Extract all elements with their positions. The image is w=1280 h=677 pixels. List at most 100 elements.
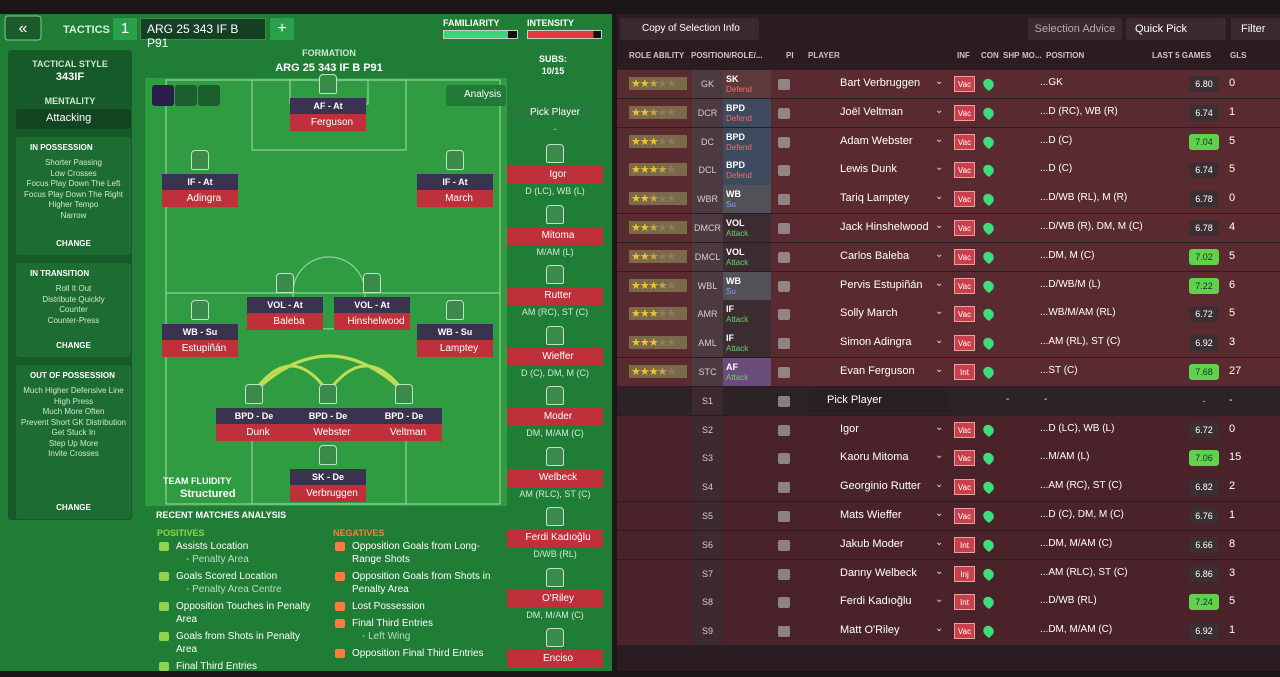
pick-player[interactable]: Pick Player (507, 104, 603, 122)
player-role[interactable]: VOL - At (247, 297, 323, 313)
player-name[interactable]: Lewis Dunk (840, 163, 897, 176)
sub-name[interactable]: Igor (507, 166, 603, 184)
player-row[interactable]: S8 Ferdi Kadıoğlu ⌄ Int ...D/WB (RL) 7.24 5 (617, 588, 1280, 617)
player-role[interactable]: IF - At (417, 174, 493, 190)
player-row[interactable]: ★★★★★ DMCR VOL Attack Jack Hinshelwood ⌄ Vac..… (617, 214, 1280, 243)
role-cell[interactable]: BPD Defend (723, 98, 771, 128)
player-role[interactable]: BPD - De (216, 408, 292, 424)
player-name[interactable]: Verbruggen (290, 485, 366, 502)
player-row[interactable]: ★★★★★ AMR IF Attack Solly March ⌄ Vac ...WB/M/A… (617, 300, 1280, 329)
column-header[interactable]: ROLE ABILITY (629, 51, 685, 60)
player-row[interactable]: S4 Georginio Rutter ⌄ Vac ...AM (RC), ST (C)… (617, 473, 1280, 502)
player-row[interactable]: ★★★★★ DCL BPD Defend Lewis Dunk ⌄ Vac ...D (C) 6… (617, 156, 1280, 185)
sub-name[interactable]: Rutter (507, 287, 603, 305)
player-row[interactable]: ★★★★★ WBR WB Su Tariq Lamptey ⌄ Vac ...D/WB (RL… (617, 185, 1280, 214)
tactical-style[interactable]: 343IF (55, 71, 85, 83)
player-name[interactable]: Pervis Estupiñán (840, 278, 923, 291)
role-cell[interactable]: WB Su (723, 185, 771, 214)
player-name[interactable]: Simon Adingra (840, 336, 912, 349)
player-role[interactable]: IF - At (162, 174, 238, 190)
player-row[interactable]: S9 Matt O'Riley ⌄ Vac ...DM, M/AM (C) 6.92 1 (617, 617, 1280, 646)
filter-button[interactable]: Filter (1231, 18, 1280, 40)
column-header[interactable]: PLAYER (808, 51, 840, 60)
player-name[interactable]: Baleba (247, 313, 323, 330)
player-name[interactable]: Carlos Baleba (840, 249, 910, 262)
column-header[interactable]: GLS (1230, 51, 1247, 60)
column-header[interactable]: MO... (1022, 51, 1042, 60)
player-row[interactable]: S3 Kaoru Mitoma ⌄ Vac ...M/AM (L) 7.06 15 (617, 444, 1280, 473)
column-header[interactable]: PI (786, 51, 794, 60)
player-name[interactable]: Webster (290, 424, 366, 441)
view-toggle[interactable] (152, 85, 174, 106)
player-name[interactable]: Estupiñán (162, 340, 238, 357)
sub-name[interactable]: Welbeck (507, 468, 603, 487)
view-toggle[interactable] (175, 85, 197, 106)
player-role[interactable]: SK - De (290, 469, 366, 485)
column-header[interactable]: LAST 5 GAMES (1152, 51, 1212, 60)
sub-name[interactable]: Mitoma (507, 226, 603, 245)
column-header[interactable]: SHP (1003, 51, 1020, 60)
player-name[interactable]: Adam Webster (840, 134, 913, 147)
player-row[interactable]: ★★★★★ GK SK Defend Bart Verbruggen ⌄ Vac ...GK 6… (617, 70, 1280, 99)
add-tactic[interactable]: + (270, 18, 294, 40)
role-cell[interactable]: IF Attack (723, 300, 771, 329)
player-role[interactable]: BPD - De (366, 408, 442, 424)
player-name[interactable]: Dunk (216, 424, 292, 441)
player-name[interactable]: Lamptey (417, 340, 493, 357)
player-name[interactable]: Georginio Rutter (840, 480, 921, 493)
player-row[interactable]: ★★★★★ WBL WB Su Pervis Estupiñán ⌄ Vac ...D/WB/… (617, 271, 1280, 300)
player-row[interactable]: S2 Igor ⌄ Vac ...D (LC), WB (L) 6.72 0 (617, 415, 1280, 444)
quick-pick-button[interactable]: Quick Pick (1126, 18, 1226, 40)
player-role[interactable]: WB - Su (162, 324, 238, 340)
player-role[interactable]: VOL - At (334, 297, 410, 313)
role-cell[interactable]: SK Defend (723, 70, 771, 99)
advice-button[interactable]: Selection Advice (1028, 18, 1122, 40)
player-role[interactable]: BPD - De (290, 408, 366, 424)
pick-select[interactable]: Pick Player (809, 389, 949, 412)
player-name[interactable]: Solly March (840, 307, 898, 320)
player-name[interactable]: Adingra (162, 190, 238, 207)
player-name[interactable]: Danny Welbeck (840, 566, 917, 579)
player-row[interactable]: S6 Jakub Moder ⌄ Int ...DM, M/AM (C) 6.66 8 (617, 530, 1280, 560)
player-row[interactable]: ★★★★★ AML IF Attack Simon Adingra ⌄ Vac ...AM (… (617, 329, 1280, 358)
role-cell[interactable]: BPD Defend (723, 127, 771, 156)
player-row[interactable]: ★★★★★ DC BPD Defend Adam Webster ⌄ Vac ...D (C)… (617, 127, 1280, 156)
player-name[interactable]: Ferdi Kadıoğlu (840, 595, 912, 608)
player-name[interactable]: Mats Wieffer (840, 509, 902, 521)
sub-name[interactable]: Moder (507, 408, 603, 426)
role-cell[interactable]: VOL Attack (723, 214, 771, 243)
player-row[interactable]: S7 Danny Welbeck ⌄ Inj ...AM (RLC), ST (C) 6.… (617, 559, 1280, 588)
player-name[interactable]: Tariq Lamptey (840, 192, 910, 205)
role-cell[interactable]: AF Attack (723, 358, 771, 387)
player-name[interactable]: Bart Verbruggen (840, 77, 921, 89)
player-role[interactable]: AF - At (290, 98, 366, 114)
tactic-name[interactable]: ARG 25 343 IF B P91 (140, 18, 266, 50)
player-name[interactable]: Kaoru Mitoma (840, 451, 909, 464)
player-name[interactable]: Matt O'Riley (840, 624, 900, 637)
player-row[interactable]: ★★★★★ STC AF Attack Evan Ferguson ⌄ Int ...ST (… (617, 358, 1280, 387)
column-header[interactable]: CON (981, 51, 999, 60)
sub-name[interactable]: Enciso (507, 650, 603, 668)
analysis-button[interactable]: Analysis (446, 85, 506, 106)
role-cell[interactable]: IF Attack (723, 329, 771, 358)
player-name[interactable]: Ferguson (290, 114, 366, 131)
player-role[interactable]: WB - Su (417, 324, 493, 340)
sub-name[interactable]: Wieffer (507, 347, 603, 366)
player-name[interactable]: Hinshelwood (334, 313, 410, 330)
role-cell[interactable]: WB Su (723, 271, 771, 300)
role-cell[interactable]: VOL Attack (723, 242, 771, 272)
column-header[interactable]: INF (957, 51, 970, 60)
player-name[interactable]: Veltman (366, 424, 442, 441)
player-name[interactable]: Jakub Moder (840, 537, 904, 550)
tactic-slot[interactable]: 1 (113, 18, 137, 40)
change-button[interactable]: CHANGE (56, 239, 91, 248)
analysis-title[interactable]: RECENT MATCHES ANALYSIS (156, 510, 287, 520)
player-name[interactable]: Joël Veltman (840, 105, 903, 118)
player-name[interactable]: Evan Ferguson (840, 365, 915, 377)
mentality-select[interactable]: Attacking (16, 109, 131, 129)
column-header[interactable]: POSITION/ROLE/... (691, 51, 763, 60)
copy-button[interactable]: Copy of Selection Info (620, 18, 759, 40)
change-button[interactable]: CHANGE (56, 341, 91, 350)
player-name[interactable]: Igor (840, 422, 859, 435)
player-row[interactable]: S1 Pick Player - - - - (617, 386, 1280, 416)
